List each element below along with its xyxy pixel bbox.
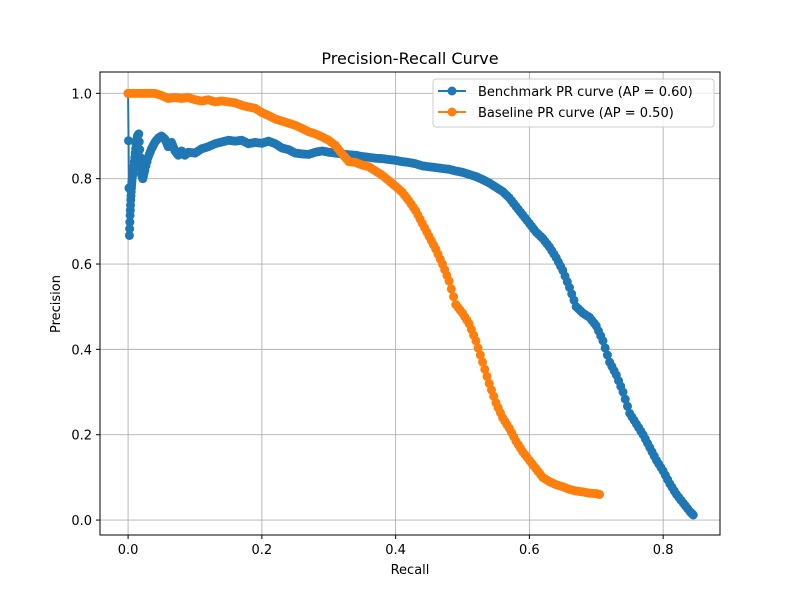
data-point-baseline bbox=[595, 489, 605, 499]
legend-label-baseline: Baseline PR curve (AP = 0.50) bbox=[478, 106, 674, 121]
legend-marker-benchmark bbox=[447, 86, 457, 96]
x-tick-label: 0.6 bbox=[519, 543, 540, 558]
y-axis-title: Precision bbox=[49, 275, 64, 333]
data-point-benchmark bbox=[125, 217, 135, 227]
data-point-benchmark bbox=[622, 401, 632, 411]
x-tick-label: 0.4 bbox=[385, 543, 406, 558]
y-tick-label: 0.8 bbox=[71, 173, 92, 188]
x-tick-label: 0.2 bbox=[252, 543, 273, 558]
data-point-baseline bbox=[471, 336, 481, 346]
data-point-baseline bbox=[449, 292, 459, 302]
y-tick-label: 0.4 bbox=[71, 343, 92, 358]
x-tick-label: 0.0 bbox=[118, 543, 139, 558]
plot-area bbox=[123, 88, 698, 520]
data-point-benchmark bbox=[598, 336, 608, 346]
series-baseline bbox=[123, 88, 605, 499]
data-point-baseline bbox=[475, 350, 485, 360]
y-tick-label: 1.0 bbox=[71, 87, 92, 102]
x-axis-title: Recall bbox=[391, 563, 430, 578]
y-tick-label: 0.0 bbox=[71, 514, 92, 529]
data-point-baseline bbox=[444, 276, 454, 286]
data-point-baseline bbox=[480, 364, 490, 374]
data-point-baseline bbox=[482, 371, 492, 381]
data-point-benchmark bbox=[620, 394, 630, 404]
x-tick-label: 0.8 bbox=[653, 543, 674, 558]
data-point-baseline bbox=[446, 284, 456, 294]
data-point-benchmark bbox=[600, 343, 610, 353]
data-point-benchmark bbox=[688, 510, 698, 520]
data-point-benchmark bbox=[602, 350, 612, 360]
data-point-baseline bbox=[478, 357, 488, 367]
series-layer bbox=[123, 88, 698, 520]
data-point-benchmark bbox=[124, 230, 134, 240]
data-point-benchmark bbox=[124, 136, 134, 146]
y-tick-label: 0.6 bbox=[71, 258, 92, 273]
axes-frame bbox=[99, 71, 721, 536]
axis-ticks: 0.0 0.2 0.4 0.6 0.8 0.0 0.2 0.4 0.6 0.8 1.0 bbox=[71, 87, 673, 558]
legend-label-benchmark: Benchmark PR curve (AP = 0.60) bbox=[478, 85, 693, 100]
legend: Benchmark PR curve (AP = 0.60) Baseline … bbox=[432, 78, 715, 128]
y-tick-label: 0.2 bbox=[71, 429, 92, 444]
data-point-baseline bbox=[473, 343, 483, 353]
data-point-benchmark bbox=[134, 137, 144, 147]
data-point-benchmark bbox=[134, 129, 144, 139]
chart-title: Precision-Recall Curve bbox=[321, 49, 498, 68]
data-point-benchmark bbox=[618, 387, 628, 397]
legend-marker-baseline bbox=[447, 107, 457, 117]
series-benchmark bbox=[123, 88, 698, 520]
data-point-benchmark bbox=[135, 145, 145, 155]
data-point-benchmark bbox=[125, 224, 135, 234]
legend-box bbox=[432, 78, 715, 128]
